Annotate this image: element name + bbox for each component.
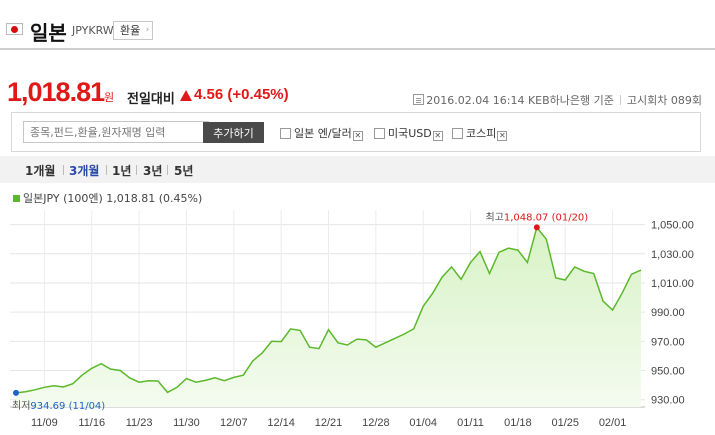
exchange-rate-button[interactable]: 환율 › [113,21,154,40]
x-tick-label: 02/01 [599,417,627,429]
x-tick-label: 01/11 [457,417,484,429]
document-icon [413,94,425,105]
exchange-rate-button-label: 환율 [120,24,141,37]
period-tabs: 1개월 3개월 1년 3년 5년 [0,156,715,183]
compare-search-panel: 추가하기 일본 엔/달러✕ 미국USD✕ 코스피✕ [11,112,701,152]
close-icon[interactable]: ✕ [432,131,443,141]
price-chart[interactable]: 930.00 950.00 970.00 990.00 1,010.00 1,030.00… [0,200,715,435]
currency-code: JPYKRW [72,24,114,37]
tab-1-year[interactable]: 1년 [112,164,132,178]
tab-1-month[interactable]: 1개월 [25,164,56,178]
y-tick-label: 1,050.00 [651,220,694,232]
chart-labels: 930.00 950.00 970.00 990.00 1,010.00 1,030.00… [12,211,694,429]
checkbox[interactable] [374,128,385,139]
close-icon[interactable]: ✕ [497,131,508,141]
compare-item-label: 미국USD [388,127,432,140]
compare-item-usd[interactable]: 미국USD ✕ [374,125,443,141]
tab-3-years[interactable]: 3년 [143,164,163,178]
chart-points [13,224,540,396]
divider [63,165,64,175]
quote-timestamp: 2016.02.04 16:14 [426,94,525,107]
close-icon[interactable]: ✕ [352,131,363,141]
x-tick-label: 01/04 [409,417,437,429]
min-point [13,389,19,396]
y-tick-label: 990.00 [651,307,685,319]
price-change: 4.56 (+0.45%) [194,86,289,103]
triangle-up-icon [180,90,192,101]
y-tick-label: 1,010.00 [651,278,694,290]
change-label: 전일대비 [127,92,175,107]
y-tick-label: 930.00 [651,395,685,407]
y-tick-label: 1,030.00 [651,249,694,261]
legend-label: 일본JPY (100엔) 1,018.81 (0.45%) [23,192,203,205]
add-compare-button[interactable]: 추가하기 [203,122,264,143]
divider [106,165,107,175]
x-tick-label: 11/16 [78,417,105,429]
x-tick-label: 12/07 [220,417,248,429]
x-tick-label: 01/25 [551,417,579,429]
compare-item-kospi[interactable]: 코스피 ✕ [452,125,508,141]
flag-sun-icon [11,26,18,33]
country-name: 일본 [30,21,67,45]
max-label: 최고1,048.07 (01/20) [485,211,588,223]
y-tick-label: 970.00 [651,336,685,348]
current-price: 1,018.81 [7,77,105,107]
x-tick-label: 11/23 [126,417,153,429]
tab-3-months[interactable]: 3개월 [69,164,100,178]
chevron-right-icon: › [145,25,150,35]
compare-item-label: 일본 엔/달러 [294,127,352,140]
x-tick-label: 11/09 [31,417,58,429]
divider [167,165,168,175]
title-bar: 일본 JPYKRW 환율 › [0,16,715,50]
divider [619,95,621,105]
price-unit: 원 [104,91,115,104]
legend-swatch [13,195,20,202]
x-tick-label: 12/21 [315,417,343,429]
chart-legend: 일본JPY (100엔) 1,018.81 (0.45%) [13,190,202,206]
min-label: 최저934.69 (11/04) [12,400,105,412]
compare-item-label: 코스피 [466,127,497,140]
tab-5-years[interactable]: 5년 [174,164,194,178]
quote-source: KEB하나은행 기준 [527,94,614,107]
area-fill [16,227,641,407]
japan-flag-icon [6,23,23,35]
notice-count: 고시회차 089회 [626,94,702,107]
compare-search-input[interactable] [23,121,209,143]
compare-item-jpyusd[interactable]: 일본 엔/달러 ✕ [280,125,363,141]
x-tick-label: 12/14 [267,417,295,429]
max-point [533,224,540,231]
checkbox[interactable] [280,128,291,139]
x-tick-label: 01/18 [504,417,532,429]
quote-meta: 2016.02.04 16:14 KEB하나은행 기준 고시회차 089회 [413,92,702,108]
y-tick-label: 950.00 [651,366,685,378]
divider [136,165,137,175]
x-tick-label: 12/28 [362,417,390,429]
x-tick-label: 11/30 [173,417,200,429]
checkbox[interactable] [452,128,463,139]
